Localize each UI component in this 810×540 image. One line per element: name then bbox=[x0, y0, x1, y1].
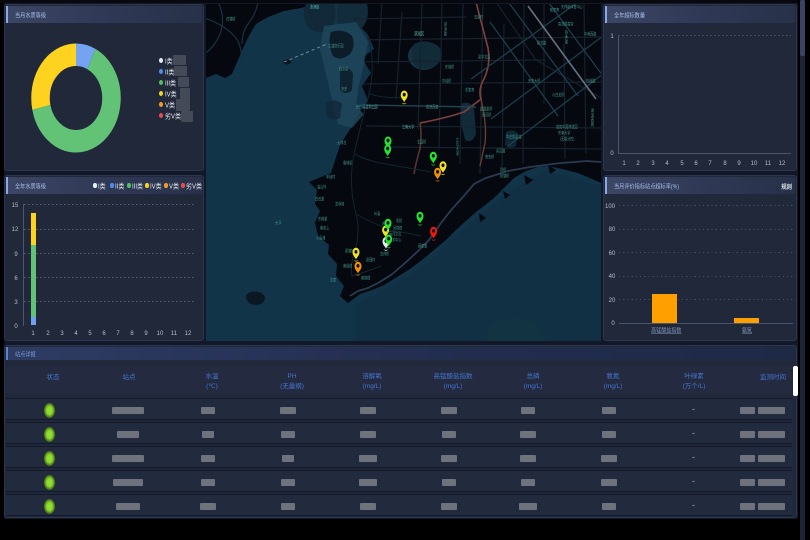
svg-text:天祥新体育中心: 天祥新体育中心 bbox=[561, 4, 583, 10]
svg-text:具区路: 具区路 bbox=[496, 148, 505, 154]
svg-text:临水星: 临水星 bbox=[339, 66, 348, 72]
svg-text:姚湾路: 姚湾路 bbox=[537, 40, 546, 46]
svg-text:郁家寿: 郁家寿 bbox=[550, 7, 559, 13]
svg-text:东绛桥: 东绛桥 bbox=[445, 64, 454, 70]
svg-text:问梅楼: 问梅楼 bbox=[393, 225, 402, 231]
svg-text:南枥楼: 南枥楼 bbox=[343, 263, 352, 269]
svg-text:高浪西路: 高浪西路 bbox=[426, 104, 438, 110]
svg-text:梁中北区: 梁中北区 bbox=[478, 54, 490, 60]
svg-text:重味星: 重味星 bbox=[343, 160, 352, 166]
svg-text:滨湖区: 滨湖区 bbox=[414, 30, 425, 38]
svg-text:东岣里: 东岣里 bbox=[318, 216, 327, 222]
svg-text:沈家: 沈家 bbox=[330, 277, 336, 283]
svg-text:市东: 市东 bbox=[341, 86, 347, 92]
svg-text:渔港路: 渔港路 bbox=[310, 4, 319, 10]
svg-text:杭缄路: 杭缄路 bbox=[586, 78, 595, 84]
svg-text:蠡湖里桥: 蠡湖里桥 bbox=[480, 106, 492, 112]
svg-text:北亚桥: 北亚桥 bbox=[417, 139, 426, 145]
svg-text:太湖欢乐园: 太湖欢乐园 bbox=[328, 43, 343, 49]
svg-text:中佳桥: 中佳桥 bbox=[442, 78, 451, 84]
svg-text:叶春: 叶春 bbox=[374, 211, 380, 217]
svg-text:运河文化: 运河文化 bbox=[389, 231, 401, 237]
svg-text:油山坞: 油山坞 bbox=[317, 184, 326, 190]
svg-text:邓家寿: 邓家寿 bbox=[465, 87, 474, 93]
svg-text:吉祥桥: 吉祥桥 bbox=[380, 251, 389, 257]
svg-text:隐秀路: 隐秀路 bbox=[565, 29, 569, 44]
svg-text:(无锡分校): (无锡分校) bbox=[560, 136, 575, 142]
svg-text:祝塘桥: 祝塘桥 bbox=[500, 173, 509, 179]
svg-text:薛家里: 薛家里 bbox=[418, 243, 427, 249]
svg-text:惠风桥: 惠风桥 bbox=[482, 112, 491, 118]
svg-text:东南大学: 东南大学 bbox=[558, 130, 570, 136]
svg-text:羊岐村: 羊岐村 bbox=[326, 174, 335, 180]
svg-text:大浮: 大浮 bbox=[275, 220, 281, 226]
svg-text:吴瑾村: 吴瑾村 bbox=[366, 257, 375, 263]
svg-text:大洋湾: 大洋湾 bbox=[337, 140, 346, 146]
svg-text:寿安桥: 寿安桥 bbox=[485, 154, 494, 160]
svg-text:南格楼: 南格楼 bbox=[361, 275, 370, 281]
svg-text:中美西路: 中美西路 bbox=[584, 31, 596, 37]
svg-text:吴塘村: 吴塘村 bbox=[345, 248, 354, 254]
svg-text:感知中国博览园: 感知中国博览园 bbox=[556, 124, 578, 130]
svg-text:天安大桥: 天安大桥 bbox=[528, 78, 540, 84]
svg-text:小溪浦: 小溪浦 bbox=[316, 235, 325, 241]
svg-text:南泉上: 南泉上 bbox=[320, 225, 329, 231]
svg-text:长广溪湿地公园: 长广溪湿地公园 bbox=[356, 104, 378, 110]
svg-text:华庄影副城: 华庄影副城 bbox=[506, 134, 521, 140]
svg-text:小白龙桥: 小白龙桥 bbox=[552, 92, 564, 98]
svg-text:江南大学: 江南大学 bbox=[402, 124, 414, 130]
svg-text:白石里: 白石里 bbox=[315, 196, 324, 202]
svg-text:湖滨西路: 湖滨西路 bbox=[591, 107, 595, 127]
svg-text:龙寺坳: 龙寺坳 bbox=[335, 201, 344, 207]
svg-text:石塘崎: 石塘崎 bbox=[226, 16, 235, 22]
svg-text:梁清路: 梁清路 bbox=[444, 21, 448, 36]
svg-text:张桥: 张桥 bbox=[500, 167, 506, 173]
svg-text:艺术中心: 艺术中心 bbox=[389, 237, 401, 243]
svg-text:高浪路高架: 高浪路高架 bbox=[558, 21, 573, 27]
svg-text:立信大道: 立信大道 bbox=[456, 136, 460, 156]
svg-text:五星村: 五星村 bbox=[474, 14, 483, 20]
svg-text:青桥: 青桥 bbox=[396, 218, 402, 224]
